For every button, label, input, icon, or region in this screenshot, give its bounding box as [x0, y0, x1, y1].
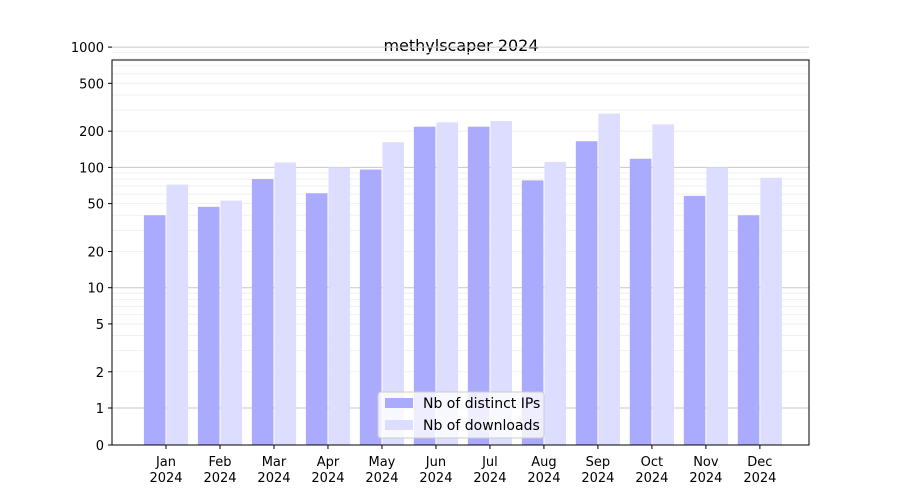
bar-distinct-ips: [629, 158, 652, 445]
bar-downloads: [652, 124, 674, 445]
bar-distinct-ips: [359, 169, 382, 445]
legend-label-downloads: Nb of downloads: [423, 418, 540, 434]
legend-label-ips: Nb of distinct IPs: [423, 396, 540, 412]
x-tick-label: Sep 2024: [581, 455, 614, 486]
bar-downloads: [544, 161, 567, 446]
y-tick-label: 200: [79, 125, 104, 140]
x-tick-label: Aug 2024: [527, 455, 560, 486]
bar-distinct-ips: [251, 179, 274, 445]
bar-downloads: [436, 122, 459, 445]
bar-downloads: [220, 200, 243, 445]
legend-box: [377, 391, 545, 439]
bar-downloads: [274, 162, 297, 445]
bar-downloads: [598, 113, 621, 446]
plot-frame: [111, 59, 810, 446]
bar-downloads: [382, 142, 405, 445]
y-tick-label: 5: [96, 318, 104, 333]
bar-downloads: [328, 167, 351, 445]
y-tick-label: 500: [79, 77, 104, 92]
x-tick-label: Dec 2024: [743, 455, 776, 486]
bar-distinct-ips: [521, 180, 544, 445]
bar-distinct-ips: [467, 126, 490, 445]
bar-distinct-ips: [143, 215, 166, 445]
y-tick-label: 10: [87, 282, 104, 297]
x-tick-label: Mar 2024: [257, 455, 290, 486]
y-axis: 0 1 2 5 10 20 50 100 200 500 1000: [71, 41, 112, 454]
y-tick-label: 2: [96, 366, 104, 381]
bar-distinct-ips: [413, 126, 436, 445]
bar-distinct-ips: [305, 193, 328, 445]
x-tick-label: Nov 2024: [689, 455, 722, 486]
bar-downloads: [490, 121, 513, 445]
x-tick-label: Jan 2024: [149, 455, 182, 486]
legend-swatch-ips: [385, 398, 413, 408]
y-tick-label: 100: [79, 161, 104, 176]
y-tick-label: 50: [87, 198, 104, 213]
bar-distinct-ips: [737, 215, 760, 445]
x-tick-label: May 2024: [365, 455, 398, 486]
legend-swatch-downloads: [385, 420, 413, 430]
bar-downloads: [166, 184, 189, 445]
bar-downloads: [706, 167, 728, 445]
y-tick-label: 0: [96, 439, 104, 454]
chart-title: methylscaper 2024: [383, 36, 538, 55]
y-tick-label: 1000: [71, 41, 104, 56]
x-tick-label: Oct 2024: [635, 455, 668, 486]
x-tick-label: Jul 2024: [473, 455, 506, 486]
bar-distinct-ips: [197, 206, 220, 445]
bar-downloads: [760, 177, 782, 445]
x-tick-label: Apr 2024: [311, 455, 344, 486]
y-tick-label: 20: [87, 245, 104, 260]
x-axis: Jan 2024 Feb 2024 Mar 2024 Apr 2024 May 2024 Jun 20…: [149, 445, 776, 486]
x-tick-label: Jun 2024: [419, 455, 452, 486]
y-tick-label: 1: [96, 402, 104, 417]
bar-distinct-ips: [575, 141, 598, 445]
bar-distinct-ips: [683, 195, 706, 445]
x-tick-label: Feb 2024: [203, 455, 236, 486]
bars: [143, 113, 782, 446]
legend: Nb of distinct IPs Nb of downloads: [377, 391, 545, 439]
